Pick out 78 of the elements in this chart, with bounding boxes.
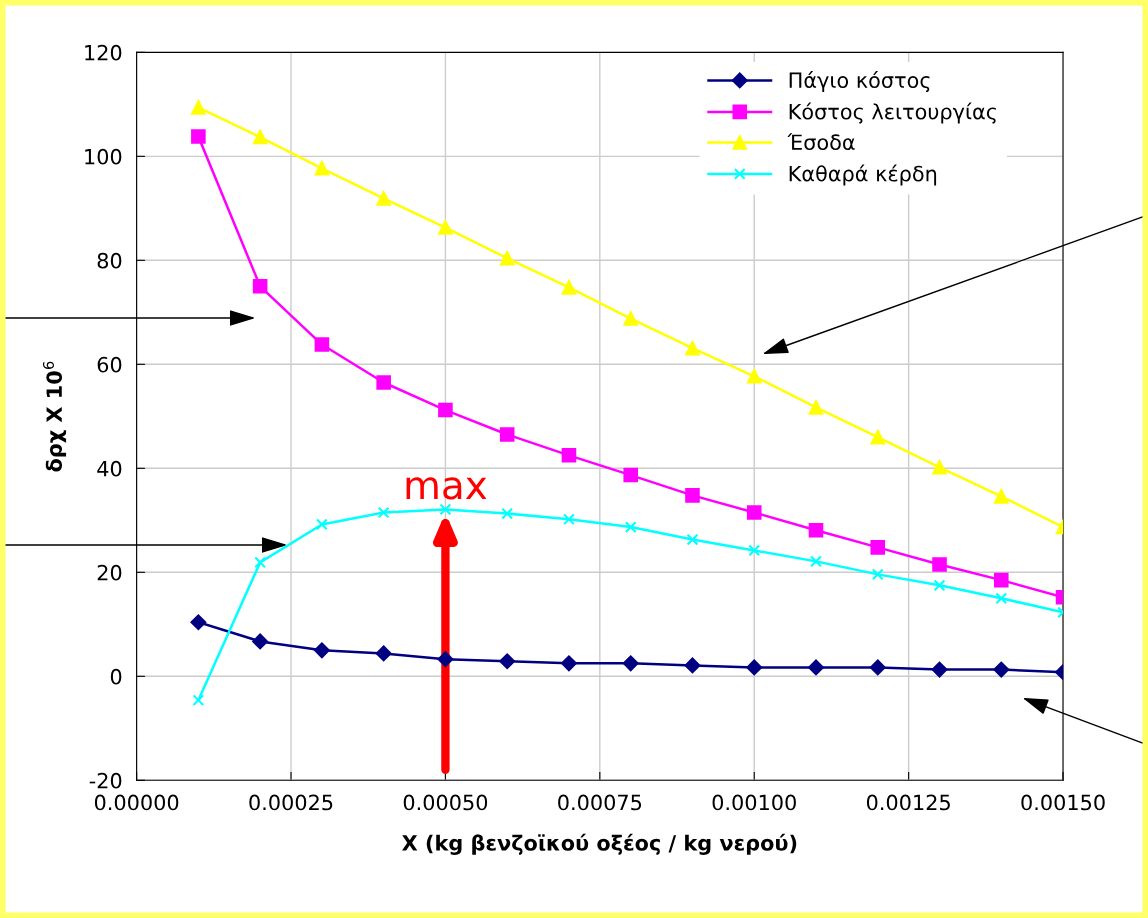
point — [314, 160, 330, 176]
point — [931, 661, 948, 678]
point — [313, 642, 330, 659]
point — [252, 279, 268, 294]
point — [623, 311, 638, 326]
point — [437, 651, 454, 668]
point — [932, 459, 947, 475]
point — [994, 489, 1009, 504]
point — [499, 427, 515, 442]
legend-label: Έσοδα — [787, 133, 855, 151]
point — [252, 129, 268, 145]
point — [563, 513, 575, 526]
point — [314, 337, 330, 352]
y-tick-label: 60 — [97, 356, 122, 373]
point — [252, 633, 269, 650]
point — [439, 503, 452, 516]
legend-label: Κόστος λειτουργίας — [789, 102, 996, 124]
y-tick-label: 120 — [85, 44, 122, 61]
point — [869, 659, 886, 676]
point — [685, 340, 700, 356]
point — [561, 280, 577, 295]
x-tick-label: 0.00025 — [249, 794, 333, 811]
point — [746, 659, 763, 676]
point — [748, 544, 761, 557]
point — [870, 429, 886, 445]
y-tick-label: 100 — [85, 148, 122, 165]
point — [994, 572, 1009, 588]
x-tick-label: 0.00000 — [94, 794, 179, 811]
legend-label: Πάγιο κόστος — [789, 71, 930, 93]
point — [993, 661, 1010, 678]
x-tick-label: 0.00100 — [712, 794, 796, 811]
point — [808, 400, 824, 415]
point — [375, 645, 392, 662]
point — [808, 522, 824, 538]
point — [376, 191, 391, 206]
point — [746, 505, 762, 520]
point — [624, 521, 637, 533]
point — [191, 100, 206, 115]
point — [377, 506, 390, 519]
x-tick-label: 0.00050 — [403, 794, 488, 811]
point — [623, 467, 638, 483]
point — [499, 653, 516, 670]
x-tick-label: 0.00150 — [1021, 794, 1105, 811]
point — [810, 555, 822, 568]
annotation: max — [406, 477, 487, 500]
y-tick-label: 40 — [97, 460, 122, 477]
point — [685, 488, 700, 503]
point — [316, 518, 328, 531]
point — [622, 655, 639, 672]
x-tick-label: 0.00075 — [558, 794, 642, 811]
point — [254, 556, 267, 569]
point — [191, 129, 206, 144]
point — [686, 533, 699, 546]
point — [808, 659, 824, 676]
x-axis-title: X (kg βενζοϊκού οξέος / kg νερού) — [402, 833, 797, 855]
point — [376, 375, 391, 390]
point — [684, 657, 701, 674]
point — [871, 568, 884, 581]
point — [561, 655, 577, 672]
point — [438, 220, 453, 235]
point — [438, 402, 453, 418]
point — [499, 250, 515, 266]
point — [561, 448, 577, 463]
y-tick-label: 80 — [97, 252, 122, 269]
legend-label: Καθαρά κέρδη — [789, 164, 937, 186]
point — [995, 592, 1008, 605]
point — [192, 694, 205, 707]
y-tick-label: 0 — [110, 668, 122, 685]
y-tick-label: 20 — [97, 564, 122, 581]
point — [870, 540, 886, 555]
point — [746, 368, 762, 384]
x-tick-label: 0.00125 — [866, 794, 950, 811]
point — [932, 557, 947, 572]
point — [933, 579, 946, 592]
point — [501, 507, 514, 520]
y-axis-title: δρχ X 10$^{6}$ — [42, 361, 67, 472]
y-tick-label: -20 — [89, 772, 122, 789]
point — [190, 614, 207, 631]
